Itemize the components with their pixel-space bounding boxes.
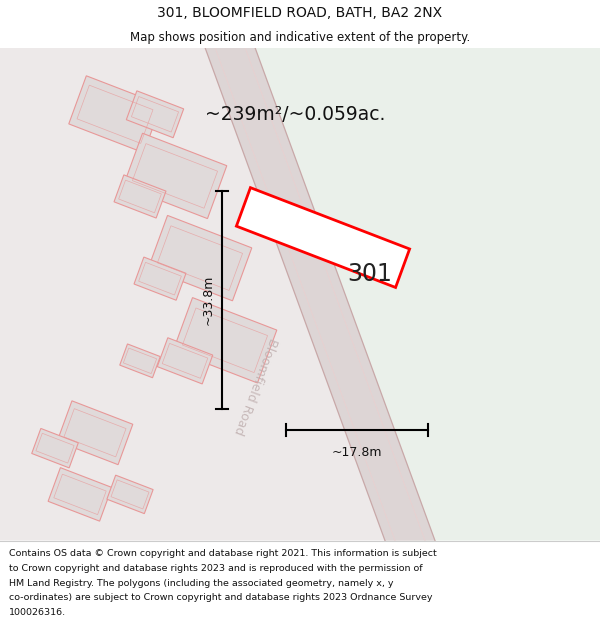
Polygon shape	[148, 216, 252, 301]
Polygon shape	[0, 48, 410, 541]
Polygon shape	[48, 468, 112, 521]
Text: HM Land Registry. The polygons (including the associated geometry, namely x, y: HM Land Registry. The polygons (includin…	[9, 579, 394, 587]
Polygon shape	[157, 338, 213, 384]
Text: ~33.8m: ~33.8m	[202, 275, 215, 326]
Text: ~17.8m: ~17.8m	[332, 446, 382, 459]
Polygon shape	[134, 257, 186, 300]
Text: 301, BLOOMFIELD ROAD, BATH, BA2 2NX: 301, BLOOMFIELD ROAD, BATH, BA2 2NX	[157, 6, 443, 20]
Polygon shape	[69, 76, 161, 152]
Text: Contains OS data © Crown copyright and database right 2021. This information is : Contains OS data © Crown copyright and d…	[9, 549, 437, 558]
Polygon shape	[32, 429, 78, 468]
Text: 100026316.: 100026316.	[9, 608, 66, 617]
Polygon shape	[173, 298, 277, 383]
Polygon shape	[205, 48, 435, 541]
Polygon shape	[107, 475, 153, 514]
Text: ~239m²/~0.059ac.: ~239m²/~0.059ac.	[205, 105, 385, 124]
Text: 301: 301	[347, 261, 392, 286]
Polygon shape	[114, 175, 166, 218]
Polygon shape	[120, 344, 160, 377]
Polygon shape	[236, 188, 410, 288]
Text: Map shows position and indicative extent of the property.: Map shows position and indicative extent…	[130, 31, 470, 44]
Text: to Crown copyright and database rights 2023 and is reproduced with the permissio: to Crown copyright and database rights 2…	[9, 564, 422, 573]
Polygon shape	[57, 401, 133, 464]
Polygon shape	[123, 133, 227, 219]
Text: Bloomfield Road: Bloomfield Road	[231, 336, 279, 437]
Polygon shape	[230, 48, 600, 541]
Polygon shape	[127, 91, 184, 138]
Text: co-ordinates) are subject to Crown copyright and database rights 2023 Ordnance S: co-ordinates) are subject to Crown copyr…	[9, 593, 433, 602]
